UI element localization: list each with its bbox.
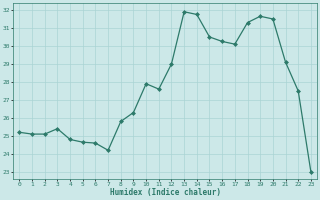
X-axis label: Humidex (Indice chaleur): Humidex (Indice chaleur) <box>110 188 220 197</box>
